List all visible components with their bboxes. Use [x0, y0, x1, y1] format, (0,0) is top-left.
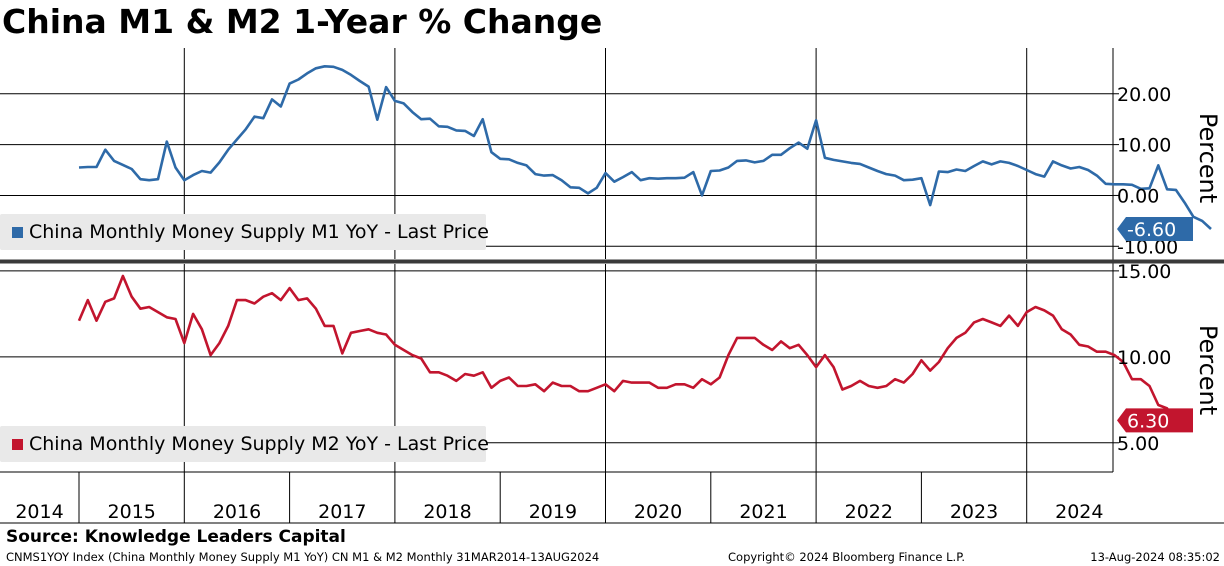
y-tick-labels: -10.00 0.00 10.00 20.00 Percent 5.00 10.00 15.0…	[1117, 84, 1222, 455]
y-tick-label: 10.00	[1117, 347, 1171, 369]
series-line	[77, 274, 1185, 424]
chart-title: China M1 & M2 1-Year % Change	[2, 2, 603, 41]
y-tick-label: 20.00	[1117, 84, 1171, 106]
x-tick-label: 2024	[1055, 501, 1103, 523]
footer-copyright: Copyright© 2024 Bloomberg Finance L.P.	[728, 550, 965, 564]
x-tick-label: 2016	[213, 501, 261, 523]
x-tick-label: 2022	[845, 501, 893, 523]
x-tick-label: 2015	[108, 501, 156, 523]
x-tick-labels: 2014 2015 2016 2017 2018 2019 2020 2021 2022 2023…	[15, 472, 1103, 523]
series-line	[78, 65, 1212, 230]
x-tick-label: 2017	[318, 501, 366, 523]
source-note: Source: Knowledge Leaders Capital	[6, 527, 346, 547]
y-tick-label: 0.00	[1117, 185, 1159, 207]
y-tick-label: 5.00	[1117, 433, 1159, 455]
last-price-badge	[1117, 408, 1193, 433]
x-tick-label: 2023	[950, 501, 998, 523]
legend-m1: China Monthly Money Supply M1 YoY - Last…	[0, 214, 489, 250]
x-tick-label: 2019	[529, 501, 577, 523]
y-tick-label: -10.00	[1117, 236, 1178, 258]
footer-index-info: CNMS1YOY Index (China Monthly Money Supp…	[6, 550, 600, 564]
x-tick-label: 2018	[423, 501, 471, 523]
x-tick-label: 2021	[739, 501, 787, 523]
last-price-value: 6.30	[1127, 410, 1169, 432]
legend-swatch-m1	[12, 227, 23, 238]
y-axis-label: Percent	[1194, 325, 1222, 415]
bottom-panel-series	[77, 274, 1185, 424]
y-tick-label: 15.00	[1117, 261, 1171, 283]
last-price-badges: -6.60 6.30	[1117, 217, 1193, 433]
plot-frame	[0, 48, 1224, 524]
legend-swatch-m2	[12, 439, 23, 450]
y-axis-label: Percent	[1194, 113, 1222, 203]
last-price-value: -6.60	[1127, 219, 1176, 241]
legend-label-m2: China Monthly Money Supply M2 YoY - Last…	[29, 433, 489, 455]
x-tick-label: 2020	[634, 501, 682, 523]
last-price-badge	[1117, 217, 1193, 242]
top-panel-series	[78, 65, 1212, 230]
y-tick-label: 10.00	[1117, 135, 1171, 157]
legend-label-m1: China Monthly Money Supply M1 YoY - Last…	[29, 221, 489, 243]
footer-timestamp: 13-Aug-2024 08:35:02	[1090, 550, 1220, 564]
x-tick-label: 2014	[15, 501, 63, 523]
legend-m2: China Monthly Money Supply M2 YoY - Last…	[0, 426, 489, 462]
